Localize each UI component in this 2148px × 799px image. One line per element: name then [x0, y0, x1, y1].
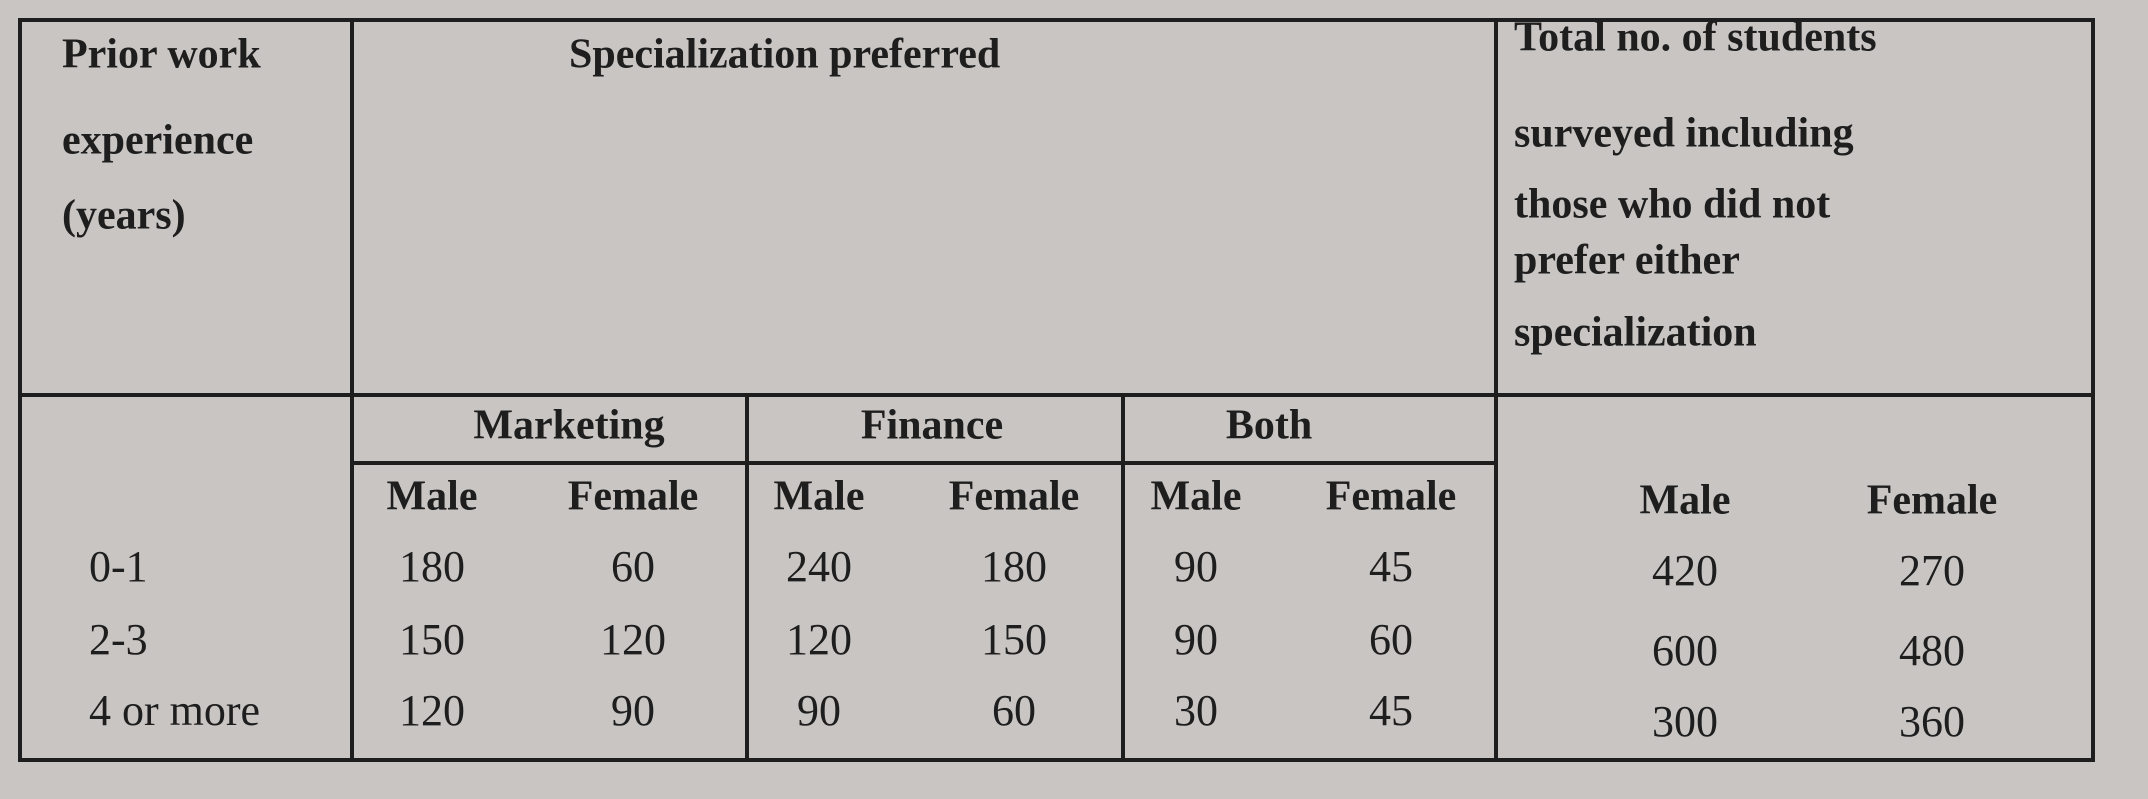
cell-value: 60: [1369, 615, 1413, 664]
corner-header: Prior work: [62, 32, 261, 78]
total-value: 300: [1652, 697, 1718, 746]
total-header: Total no. of students: [1514, 15, 1877, 61]
group-header: Marketing: [473, 403, 664, 449]
cell-value: 90: [1174, 615, 1218, 664]
cell-value: 60: [611, 542, 655, 591]
total-header: surveyed including: [1514, 111, 1854, 157]
cell-value: 150: [399, 615, 465, 664]
cell-value: 120: [399, 686, 465, 735]
sub-header: Male: [1640, 478, 1731, 524]
group-header: Both: [1226, 403, 1312, 449]
cell-value: 120: [600, 615, 666, 664]
cell-value: 45: [1369, 686, 1413, 735]
cell-value: 240: [786, 542, 852, 591]
total-value: 360: [1899, 697, 1965, 746]
cell-value: 30: [1174, 686, 1218, 735]
cell-value: 120: [786, 615, 852, 664]
cell-value: 180: [981, 542, 1047, 591]
cell-value: 180: [399, 542, 465, 591]
cell-value: 90: [797, 686, 841, 735]
total-header: those who did not: [1514, 182, 1830, 228]
total-value: 420: [1652, 546, 1718, 595]
sub-header: Female: [1867, 478, 1998, 524]
row-label: 4 or more: [89, 686, 260, 735]
total-value: 480: [1899, 626, 1965, 675]
cell-value: 45: [1369, 542, 1413, 591]
corner-header: experience: [62, 118, 253, 164]
total-value: 270: [1899, 546, 1965, 595]
sub-header: Male: [774, 474, 865, 520]
sub-header: Male: [387, 474, 478, 520]
table-border: [18, 18, 2095, 762]
row-label: 0-1: [89, 542, 148, 591]
cell-value: 90: [611, 686, 655, 735]
corner-header: (years): [62, 193, 186, 239]
row-label: 2-3: [89, 615, 148, 664]
cell-value: 90: [1174, 542, 1218, 591]
spec-header: Specialization preferred: [569, 32, 1000, 78]
sub-header: Female: [568, 474, 699, 520]
cell-value: 60: [992, 686, 1036, 735]
sub-header: Male: [1151, 474, 1242, 520]
total-value: 600: [1652, 626, 1718, 675]
group-header: Finance: [861, 403, 1003, 449]
sub-header: Female: [949, 474, 1080, 520]
cell-value: 150: [981, 615, 1047, 664]
total-header: specialization: [1514, 310, 1757, 356]
sub-header: Female: [1326, 474, 1457, 520]
total-header: prefer either: [1514, 238, 1740, 284]
